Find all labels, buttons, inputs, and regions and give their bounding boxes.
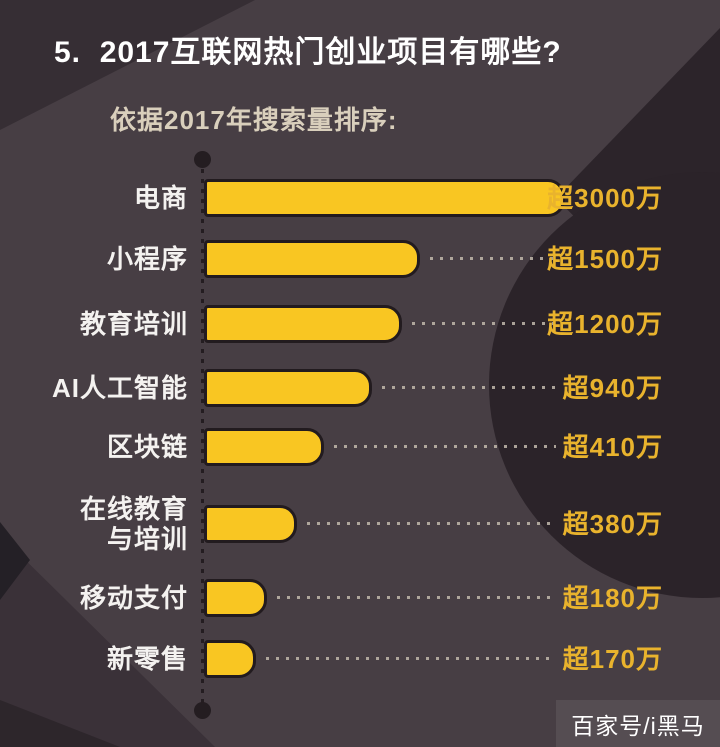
row-value-5: 超380万 (562, 509, 663, 539)
leader-dots-1 (430, 257, 556, 260)
leader-dots-6 (277, 596, 556, 599)
row-label-7: 新零售 (106, 644, 188, 674)
row-label-2: 教育培训 (79, 309, 188, 339)
leader-dots-4 (334, 445, 556, 448)
axis-bottom-dot (194, 702, 211, 719)
row-label-4: 区块链 (106, 432, 188, 462)
bottomleft-darker-band (0, 700, 120, 747)
row-label-1: 小程序 (106, 244, 188, 274)
row-value-7: 超170万 (562, 644, 663, 674)
row-value-3: 超940万 (562, 373, 663, 403)
bar-3 (204, 369, 372, 407)
row-value-4: 超410万 (562, 432, 663, 462)
leader-dots-2 (412, 322, 556, 325)
row-value-6: 超180万 (562, 583, 663, 613)
watermark-badge: 百家号/i黑马 (556, 700, 720, 747)
bar-7 (204, 640, 256, 678)
bar-0 (204, 179, 565, 217)
leader-dots-5 (307, 522, 556, 525)
row-value-2: 超1200万 (547, 309, 663, 339)
row-label-0: 电商 (133, 183, 188, 213)
axis-top-dot (194, 151, 211, 168)
row-label-6: 移动支付 (79, 583, 188, 613)
right-dark-circle (489, 172, 720, 598)
chart-subtitle: 依据2017年搜索量排序: (110, 105, 398, 135)
axis-dotted-line (201, 159, 204, 710)
bar-2 (204, 305, 402, 343)
bar-1 (204, 240, 420, 278)
bottomleft-dark-band (0, 535, 215, 747)
page-title: 5. 2017互联网热门创业项目有哪些? (54, 36, 562, 69)
topleft-dark-band (0, 0, 255, 130)
bar-5 (204, 505, 297, 543)
row-label-5: 在线教育 与培训 (79, 494, 188, 554)
bar-4 (204, 428, 324, 466)
left-darkest-tick (0, 522, 30, 600)
bar-6 (204, 579, 267, 617)
row-value-1: 超1500万 (547, 244, 663, 274)
leader-dots-7 (266, 657, 556, 660)
row-value-0: 超3000万 (547, 183, 663, 213)
row-label-3: AI人工智能 (51, 373, 188, 403)
leader-dots-3 (382, 386, 556, 389)
watermark-text: 百家号/i黑马 (571, 712, 705, 739)
